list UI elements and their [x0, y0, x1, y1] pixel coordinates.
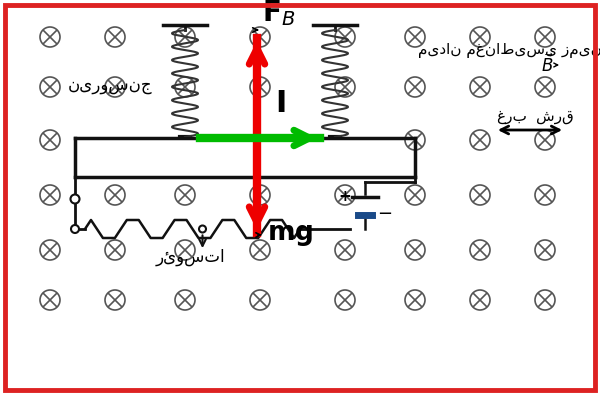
Text: $\mathbf{mg}$: $\mathbf{mg}$ — [267, 222, 313, 248]
Text: میدان مغناطیسی زمین: میدان مغناطیسی زمین — [418, 43, 600, 58]
Text: +: + — [338, 189, 352, 204]
Text: $\mathbf{F}_B$: $\mathbf{F}_B$ — [262, 0, 295, 28]
Text: رئوستا: رئوستا — [155, 248, 225, 266]
Circle shape — [71, 225, 79, 233]
Text: −: − — [377, 205, 392, 224]
Circle shape — [199, 226, 206, 233]
Text: غرب: غرب — [497, 109, 527, 124]
Text: نیروسنج: نیروسنج — [68, 76, 152, 94]
Text: $\mathbf{I}$: $\mathbf{I}$ — [275, 88, 286, 117]
Text: $\vec{B}$: $\vec{B}$ — [541, 54, 554, 76]
Circle shape — [71, 194, 79, 203]
Text: شرق: شرق — [536, 109, 574, 124]
